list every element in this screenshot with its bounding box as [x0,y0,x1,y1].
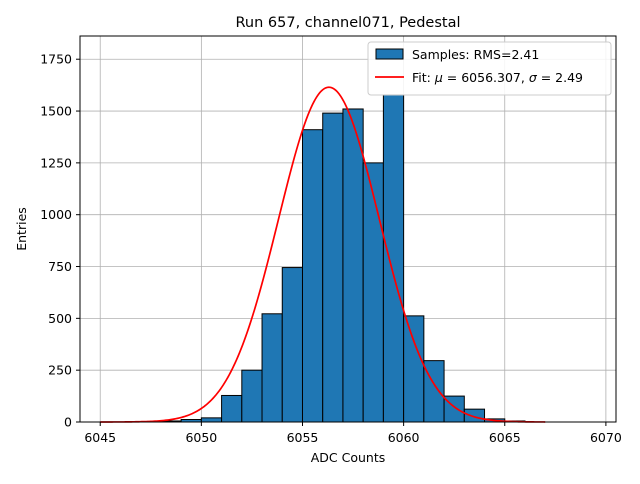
x-tick-label: 6055 [287,430,319,445]
chart-title: Run 657, channel071, Pedestal [235,15,460,31]
legend-histogram-swatch [376,49,403,59]
y-tick-label: 1500 [40,104,72,119]
histogram-bar [464,409,484,422]
y-tick-label: 250 [48,363,72,378]
legend-fit-suffix: = 2.49 [537,70,583,85]
x-tick-label: 6050 [185,430,217,445]
y-tick-label: 1750 [40,52,72,67]
histogram-bar [201,418,221,422]
x-tick-label: 6060 [388,430,420,445]
histogram-bar [282,268,302,422]
x-axis-label: ADC Counts [311,450,386,465]
x-tick-label: 6045 [84,430,116,445]
y-axis-label: Entries [14,207,29,251]
y-tick-label: 1250 [40,155,72,170]
histogram-bar [343,109,363,422]
legend-fit-mid: = 6056.307, [443,70,529,85]
y-tick-label: 750 [48,259,72,274]
x-tick-label: 6065 [489,430,521,445]
histogram-bar [222,395,242,422]
y-tick-label: 1000 [40,207,72,222]
histogram-bar [262,314,282,422]
histogram-bar [242,370,262,422]
y-tick-label: 0 [64,415,72,430]
histogram-bar [363,163,383,422]
x-tick-label: 6070 [590,430,622,445]
histogram-bar [383,95,403,422]
legend-fit-mu-symbol: μ [434,70,443,85]
legend-fit-prefix: Fit: [412,70,435,85]
histogram-bar [302,130,322,422]
legend-fit-label: Fit: μ = 6056.307, σ = 2.49 [412,70,583,85]
legend: Samples: RMS=2.41 Fit: μ = 6056.307, σ =… [368,42,611,95]
y-tick-label: 500 [48,311,72,326]
legend-histogram-label: Samples: RMS=2.41 [412,47,539,62]
histogram-bar [323,113,343,422]
histogram-bar [404,316,424,422]
